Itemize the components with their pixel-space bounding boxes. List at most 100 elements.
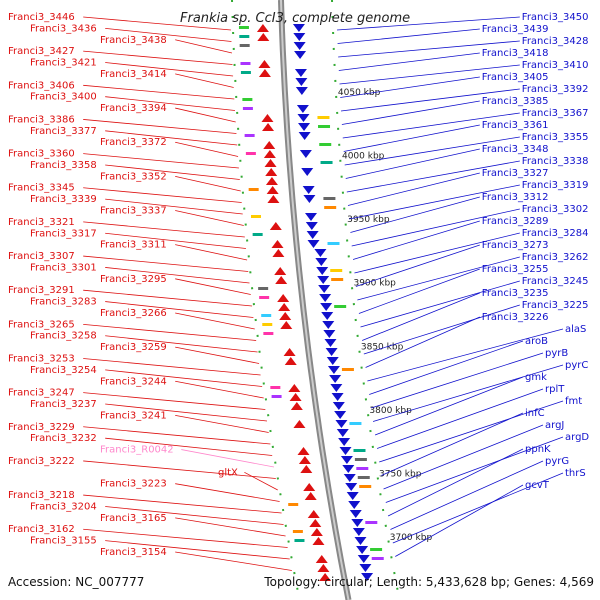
- left-gene-label: Franci3_3155: [30, 536, 97, 547]
- left-gene-label: Franci3_3345: [8, 183, 75, 194]
- left-gene-label: Franci3_3307: [8, 251, 75, 262]
- feature-band: [323, 197, 336, 200]
- left-gene-label: Franci3_3218: [8, 490, 75, 501]
- right-strand-gene: [327, 366, 340, 374]
- right-gene-label: Franci3_3361: [482, 120, 549, 131]
- left-label-leader: [175, 39, 233, 54]
- left-gene-label: Franci3_3317: [30, 228, 97, 239]
- left-strand-gene: [274, 267, 287, 275]
- feature-band: [357, 476, 370, 479]
- left-gene-label: Franci3_3377: [30, 126, 97, 137]
- right-label-leader: [385, 436, 564, 503]
- right-label-leader: [369, 340, 524, 395]
- left-label-leader: [175, 278, 251, 295]
- right-strand-gene: [294, 69, 307, 77]
- left-gene-label: Franci3_3259: [100, 342, 167, 353]
- right-strand-gene: [321, 312, 334, 320]
- left-label-leader: [105, 301, 254, 318]
- left-gene-label: Franci3_3352: [100, 171, 167, 182]
- kbp-tick-label: 4050 kbp: [338, 88, 381, 98]
- right-label-leader: [341, 100, 480, 125]
- left-track-dots: [231, 0, 301, 600]
- left-label-leader: [175, 380, 264, 399]
- feature-band: [258, 287, 269, 290]
- left-strand-gene: [257, 33, 270, 41]
- right-strand-gene: [356, 546, 369, 554]
- right-strand-gene: [302, 186, 315, 194]
- left-strand-gene: [271, 240, 284, 248]
- left-gene-label: Franci3_3204: [30, 501, 97, 512]
- right-label-leader: [383, 424, 544, 490]
- right-label-leader: [343, 124, 480, 152]
- right-label-leader: [365, 316, 480, 368]
- left-gene-label: Franci3_3386: [8, 114, 75, 125]
- left-strand-gene: [280, 321, 293, 329]
- right-strand-gene: [318, 285, 331, 293]
- right-strand-gene: [349, 510, 362, 518]
- left-gene-label: Franci3_3265: [8, 319, 75, 330]
- right-label-leader: [381, 412, 524, 476]
- right-gene-label: argD: [565, 432, 589, 443]
- left-label-leader: [175, 551, 292, 571]
- left-label-leader: [105, 506, 284, 525]
- left-gene-label: Franci3_3311: [100, 240, 167, 251]
- left-gene-label: Franci3_3301: [30, 262, 97, 273]
- right-strand-gene: [359, 564, 372, 572]
- left-label-leader: [105, 403, 268, 422]
- left-label-leader: [105, 27, 232, 42]
- kbp-tick-label: 3950 kbp: [347, 215, 390, 225]
- left-gene-label: Franci3_3436: [30, 23, 97, 34]
- left-label-leader: [181, 449, 275, 468]
- left-label-leader: [175, 483, 280, 502]
- feature-band: [240, 71, 251, 74]
- feature-band: [318, 125, 331, 128]
- left-label-leader: [105, 198, 243, 215]
- left-gene-label: Franci3_3438: [100, 35, 167, 46]
- right-strand-gene: [292, 24, 305, 32]
- right-gene-label: Franci3_3392: [522, 84, 589, 95]
- feature-band: [250, 215, 261, 218]
- feature-band: [239, 44, 250, 47]
- right-strand-gene: [338, 438, 351, 446]
- left-label-leader: [83, 426, 271, 445]
- feature-band: [331, 278, 344, 281]
- left-gene-label: Franci3_3372: [100, 137, 167, 148]
- left-gene-label: Franci3_3291: [8, 285, 75, 296]
- right-gene-label: pyrC: [565, 360, 588, 371]
- right-gene-label: Franci3_3262: [522, 252, 589, 263]
- feature-band: [353, 449, 366, 452]
- right-gene-label: Franci3_3255: [482, 264, 549, 275]
- right-strand-gene: [346, 492, 359, 500]
- left-gene-label: Franci3_3162: [8, 524, 75, 535]
- right-strand-gene: [334, 411, 347, 419]
- accession-text: Accession: NC_007777: [8, 575, 144, 589]
- kbp-tick-label: 3900 kbp: [353, 279, 396, 289]
- left-strand-gene: [267, 195, 280, 203]
- right-label-leader: [355, 244, 480, 287]
- left-gene-label: Franci3_3427: [8, 46, 75, 57]
- right-strand-gene: [303, 195, 316, 203]
- kbp-tick-label: 3850 kbp: [361, 342, 404, 352]
- right-label-leader: [339, 64, 520, 85]
- left-label-leader: [105, 62, 234, 77]
- right-strand-gene: [340, 456, 353, 464]
- left-gene-label: Franci3_3358: [30, 160, 97, 171]
- right-strand-gene: [307, 240, 320, 248]
- right-gene-label: aroB: [525, 336, 548, 347]
- feature-band: [262, 323, 273, 326]
- left-strand-gene: [256, 24, 269, 32]
- left-strand-gene: [261, 114, 274, 122]
- right-label-leader: [352, 220, 480, 260]
- right-strand-gene: [293, 42, 306, 50]
- left-label-leader: [83, 289, 253, 307]
- right-gene-label: Franci3_3410: [522, 60, 589, 71]
- right-strand-gene: [330, 384, 343, 392]
- right-strand-gene: [331, 393, 344, 401]
- feature-band: [330, 269, 343, 272]
- left-gene-label: Franci3_3400: [30, 92, 97, 103]
- feature-band: [270, 386, 281, 389]
- feature-track: [238, 24, 384, 581]
- right-label-leader: [376, 388, 544, 449]
- left-strand-gene: [263, 141, 276, 149]
- left-gene-label: Franci3_3266: [100, 308, 167, 319]
